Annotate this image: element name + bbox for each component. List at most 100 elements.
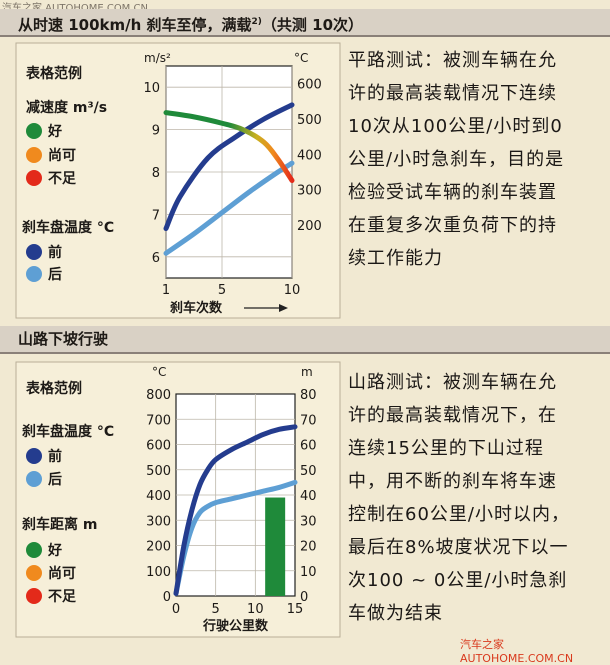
legend-fair-dot — [26, 565, 42, 581]
y-tick-label-left: 10 — [143, 81, 160, 96]
legend-poor-dot — [26, 588, 42, 604]
series-front-line — [173, 424, 298, 596]
bar-braking-distance — [265, 497, 286, 596]
description-line: 中，用不断的刹车将车速 — [348, 471, 557, 492]
y-tick-label-left: 700 — [146, 413, 171, 428]
legend-front-dot — [26, 244, 42, 260]
x-tick-label: 0 — [172, 602, 180, 617]
x-tick-label: 5 — [212, 602, 220, 617]
legend-rear-dot — [26, 471, 42, 487]
description-line: 公里/小时急刹车，目的是 — [348, 149, 565, 170]
legend-front-dot — [26, 448, 42, 464]
y-tick-label-right: 200 — [297, 219, 322, 234]
y-tick-label-right: 10 — [300, 565, 317, 580]
y-tick-label-left: 7 — [152, 208, 160, 223]
y-tick-label-right: 300 — [297, 184, 322, 199]
description-line: 次100 ~ 0公里/小时急刹 — [348, 570, 568, 591]
y-tick-label-right: 50 — [300, 464, 317, 479]
legend-fair: 尚可 — [48, 147, 76, 164]
legend-temp-label: 刹车盘温度 °C — [22, 423, 114, 440]
legend-heading: 表格范例 — [25, 65, 82, 82]
legend-decel-label: 减速度 m³/s — [26, 99, 107, 116]
y-tick-label-right: 60 — [300, 439, 317, 454]
description-line: 在重复多次重负荷下的持 — [348, 215, 557, 236]
description-line: 续工作能力 — [348, 248, 443, 269]
y-axis-label-right: m — [301, 365, 313, 379]
y-axis-label-right: °C — [294, 51, 308, 65]
y-tick-label-left: 800 — [146, 388, 171, 403]
x-axis-label: 行驶公里数 — [202, 618, 269, 634]
x-tick-label: 10 — [247, 602, 264, 617]
x-tick-label: 1 — [162, 283, 170, 298]
y-tick-label-left: 300 — [146, 514, 171, 529]
y-tick-label-left: 6 — [152, 251, 160, 266]
x-tick-label: 5 — [218, 283, 226, 298]
y-tick-label-left: 500 — [146, 464, 171, 479]
x-tick-label: 15 — [287, 602, 304, 617]
description-line: 连续15公里的下山过程 — [348, 438, 544, 459]
description-line: 山路测试：被测车辆在允 — [348, 372, 557, 393]
y-tick-label-right: 70 — [300, 413, 317, 428]
legend-dist-label: 刹车距离 m — [22, 516, 97, 533]
watermark-top: 汽车之家 AUTOHOME.COM.CN — [2, 0, 148, 14]
section2-title-bar: 山路下坡行驶 — [0, 326, 610, 354]
y-tick-label-right: 600 — [297, 78, 322, 93]
x-axis-label: 刹车次数 — [170, 300, 223, 316]
y-tick-label-left: 400 — [146, 489, 171, 504]
legend-rear-dot — [26, 266, 42, 282]
section1-title-tail: （共测 10次） — [261, 16, 364, 34]
legend-front: 前 — [48, 244, 62, 261]
description-line: 控制在60公里/小时以内， — [348, 504, 570, 525]
legend-good-dot — [26, 123, 42, 139]
description-line: 车做为结束 — [348, 603, 443, 624]
series-deceleration-line — [163, 110, 295, 183]
y-tick-label-right: 0 — [300, 590, 308, 605]
section2-title: 山路下坡行驶 — [18, 330, 109, 348]
x-tick-label: 10 — [284, 283, 301, 298]
legend-temp-label: 刹车盘温度 °C — [22, 219, 114, 236]
description-line: 检验受试车辆的刹车装置 — [348, 182, 557, 203]
charts-canvas: 表格范例 减速度 m³/s 好 尚可 不足 刹车盘温度 °C 前 后 表格范例 … — [15, 42, 341, 638]
section1-description: 平路测试：被测车辆在允 许的最高装载情况下连续 10次从100公里/小时到0 公… — [348, 44, 564, 275]
legend-poor: 不足 — [48, 171, 77, 187]
section1-title-bar: 从时速 100km/h 刹车至停，满载2)（共测 10次） — [0, 9, 610, 37]
chart-braking-repeated: 10 9 8 7 6 600 500 400 300 200 1 5 10 m/s² °C 刹车次数 — [143, 51, 321, 316]
legend-good: 好 — [47, 123, 62, 140]
y-tick-label-right: 500 — [297, 113, 322, 128]
section1-title-sup: 2) — [251, 17, 262, 27]
y-tick-label-left: 600 — [146, 439, 171, 454]
legend-fair: 尚可 — [48, 565, 76, 582]
legend-good-dot — [26, 542, 42, 558]
legend-front: 前 — [48, 448, 62, 465]
y-tick-label-right: 400 — [297, 148, 322, 163]
legend-fair-dot — [26, 147, 42, 163]
legend-rear: 后 — [48, 266, 62, 283]
x-axis-arrow-head — [279, 304, 288, 312]
series-rear-line — [163, 160, 295, 256]
legend-poor-dot — [26, 170, 42, 186]
section1-title: 从时速 100km/h 刹车至停，满载 — [18, 16, 252, 34]
description-line: 许的最高装载情况下，在 — [348, 405, 557, 426]
legend-heading: 表格范例 — [25, 380, 82, 397]
legend-poor: 不足 — [48, 589, 77, 605]
legend-good: 好 — [47, 542, 62, 559]
chart-downhill: 8007006005004003002001000807060504030201… — [146, 365, 316, 634]
description-line: 10次从100公里/小时到0 — [348, 116, 563, 137]
series-front-line — [163, 102, 295, 232]
description-line: 平路测试：被测车辆在允 — [348, 50, 557, 71]
section2-description: 山路测试：被测车辆在允 许的最高装载情况下，在 连续15公里的下山过程 中，用不… — [348, 366, 570, 630]
series-rear-line — [173, 479, 298, 596]
y-tick-label-right: 80 — [300, 388, 317, 403]
description-line: 许的最高装载情况下连续 — [348, 83, 557, 104]
y-tick-label-left: 9 — [152, 124, 160, 139]
y-tick-label-right: 40 — [300, 489, 317, 504]
y-axis-label-left: m/s² — [144, 51, 171, 65]
y-tick-label-left: 0 — [163, 590, 171, 605]
y-axis-label-left: °C — [152, 365, 166, 379]
y-tick-label-right: 20 — [300, 540, 317, 555]
y-tick-label-left: 8 — [152, 166, 160, 181]
y-tick-label-right: 30 — [300, 514, 317, 529]
y-tick-label-left: 100 — [146, 565, 171, 580]
y-tick-label-left: 200 — [146, 540, 171, 555]
legend-rear: 后 — [48, 471, 62, 488]
